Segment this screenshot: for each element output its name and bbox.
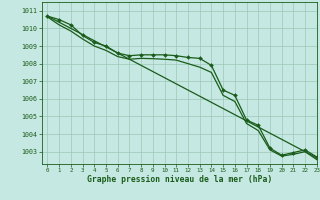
- X-axis label: Graphe pression niveau de la mer (hPa): Graphe pression niveau de la mer (hPa): [87, 175, 272, 184]
